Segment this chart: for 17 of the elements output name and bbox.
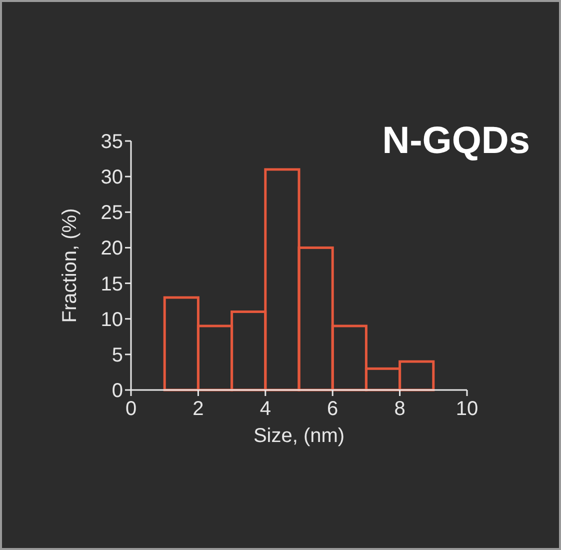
chart-title: N-GQDs [382, 120, 530, 162]
x-tick-label: 8 [394, 398, 406, 420]
y-tick-label: 20 [100, 238, 123, 260]
x-tick-label: 0 [125, 398, 137, 420]
x-axis-title: Size, (nm) [253, 425, 345, 447]
x-tick-label: 4 [260, 398, 271, 420]
y-tick-label: 25 [100, 202, 123, 224]
y-tick-label: 5 [112, 344, 123, 366]
x-tick-label: 6 [327, 398, 338, 420]
x-tick-label: 2 [192, 398, 204, 420]
y-axis-title: Fraction, (%) [59, 208, 81, 323]
x-tick-label: 10 [456, 398, 478, 420]
y-tick-label: 35 [100, 131, 123, 153]
y-tick-label: 0 [112, 380, 123, 402]
y-tick-label: 10 [100, 308, 123, 331]
y-tick-label: 30 [100, 166, 123, 189]
y-tick-label: 15 [100, 273, 123, 296]
